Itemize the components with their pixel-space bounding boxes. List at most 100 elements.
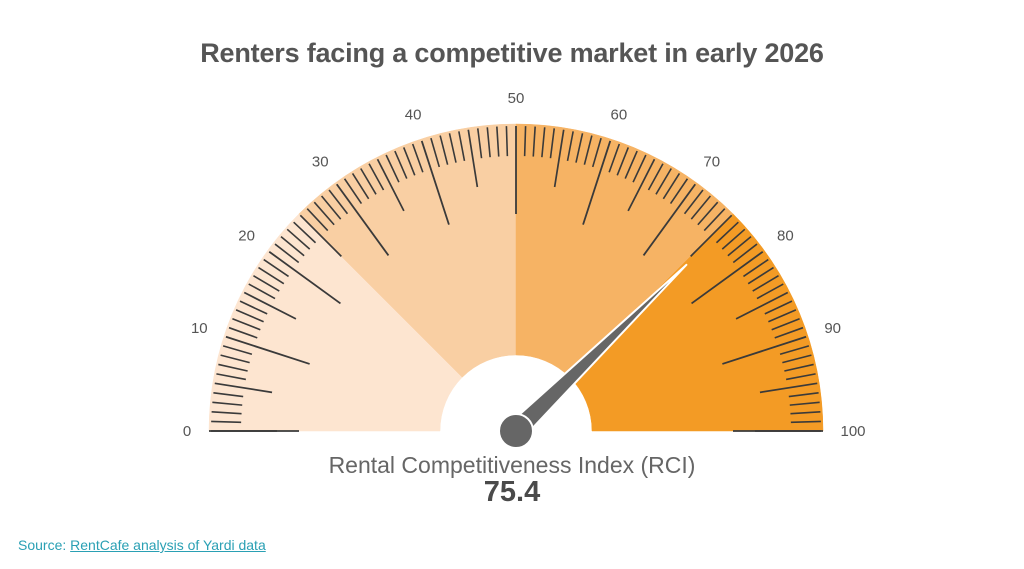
gauge-tick: [402, 147, 416, 176]
gauge-tick: [632, 154, 647, 183]
gauge-tick: [662, 173, 681, 200]
gauge-tick: [253, 275, 280, 292]
gauge-tick: [293, 221, 317, 244]
gauge-tick: [228, 326, 258, 339]
gauge-tick: [430, 137, 441, 168]
gauge-tick: [212, 401, 243, 406]
gauge-tick: [788, 391, 819, 398]
gauge-tick: [742, 258, 769, 278]
gauge-tick-labels: 0 10 20 30 40 50 60 70 80 90 100: [183, 90, 866, 440]
gauge-tick: [691, 250, 764, 305]
gauge-tick: [351, 173, 370, 200]
gauge-tick-label: 50: [508, 90, 525, 107]
gauge-tick: [505, 126, 509, 157]
gauge-tick: [268, 250, 341, 305]
gauge-tick: [575, 133, 584, 163]
gauge-tick: [211, 411, 242, 415]
gauge-tick: [439, 135, 449, 165]
gauge-tick: [608, 143, 621, 173]
gauge-tick: [385, 154, 400, 183]
gauge-tick: [306, 208, 329, 232]
gauge-tick: [782, 354, 812, 364]
gauge-tick: [624, 150, 638, 179]
gauge-tick-label: 10: [191, 320, 208, 337]
gauge-tick: [368, 163, 385, 191]
gauge-tick: [258, 266, 285, 285]
gauge-tick: [467, 129, 479, 188]
gauge-tick: [768, 309, 797, 323]
gauge-tick-label: 70: [703, 154, 720, 171]
gauge-tick-label: 30: [312, 154, 329, 171]
gauge-tick: [583, 135, 593, 165]
gauge-tick: [721, 228, 746, 250]
gauge-tick: [458, 131, 466, 162]
gauge-tick: [785, 373, 816, 381]
gauge-tick: [235, 309, 264, 323]
gauge-tick: [669, 178, 689, 205]
gauge-tick: [553, 129, 565, 188]
gauge-tick: [211, 420, 242, 424]
gauge-tick: [566, 131, 574, 162]
gauge-tick: [774, 326, 804, 339]
gauge-tick: [582, 140, 612, 225]
gauge-tick: [732, 243, 758, 264]
gauge-tick: [549, 128, 556, 159]
gauge-tick: [213, 391, 244, 398]
gauge-tick-label: 100: [840, 423, 865, 440]
gauge-ticks: [209, 126, 823, 432]
gauge-tick: [642, 183, 697, 256]
gauge-tick: [735, 291, 789, 320]
source-link[interactable]: RentCafe analysis of Yardi data: [70, 537, 266, 553]
chart-title: Renters facing a competitive market in e…: [200, 38, 824, 68]
gauge-tick: [280, 235, 305, 257]
gauge-tick: [394, 150, 408, 179]
gauge-tick: [335, 183, 390, 256]
gauge-tick: [343, 178, 363, 205]
gauge-tick: [263, 258, 290, 278]
gauge-tick: [232, 317, 261, 331]
gauge-tick-label: 40: [405, 106, 422, 123]
gauge-tick: [214, 382, 273, 394]
gauge-tick: [790, 411, 821, 415]
gauge-tick: [532, 126, 536, 157]
gauge-needle-hub: [498, 413, 534, 449]
gauge-tick: [299, 214, 342, 257]
gauge-tick: [313, 201, 335, 226]
gauge-tick: [222, 345, 253, 356]
gauge-tick-label: 20: [238, 227, 255, 244]
gauge-tick: [248, 283, 276, 300]
gauge-tick: [655, 168, 672, 195]
source-prefix: Source:: [18, 537, 71, 553]
gauge-tick: [476, 128, 483, 159]
gauge-tick-label: 90: [824, 320, 841, 337]
gauge-tick-label: 0: [183, 423, 191, 440]
gauge-tick-label: 80: [777, 227, 794, 244]
index-label: Rental Competitiveness Index (RCI): [328, 452, 696, 478]
gauge-tick: [784, 363, 814, 372]
gauge-tick: [759, 382, 818, 394]
gauge-tick: [360, 168, 377, 195]
gauge-tick: [616, 147, 630, 176]
gauge-tick: [496, 126, 500, 157]
gauge-tick: [715, 221, 739, 244]
gauge-tick: [752, 275, 779, 292]
gauge-tick: [239, 300, 268, 315]
gauge-bands: [208, 123, 824, 432]
gauge-tick: [274, 243, 300, 264]
gauge-tick: [286, 228, 311, 250]
gauge-tick: [771, 317, 800, 331]
gauge-tick: [448, 133, 457, 163]
gauge-tick: [523, 126, 527, 157]
source-line: Source: RentCafe analysis of Yardi data: [18, 537, 266, 553]
gauge-tick: [727, 235, 752, 257]
gauge-tick: [747, 266, 774, 285]
gauge-tick: [541, 127, 546, 158]
gauge-tick: [376, 158, 405, 212]
gauge-tick-label: 60: [611, 106, 628, 123]
gauge-tick: [328, 189, 349, 215]
gauge-tick: [722, 335, 807, 365]
gauge-tick: [411, 143, 424, 173]
gauge-tick: [790, 420, 821, 424]
gauge-tick: [216, 373, 247, 381]
gauge-tick: [683, 189, 704, 215]
